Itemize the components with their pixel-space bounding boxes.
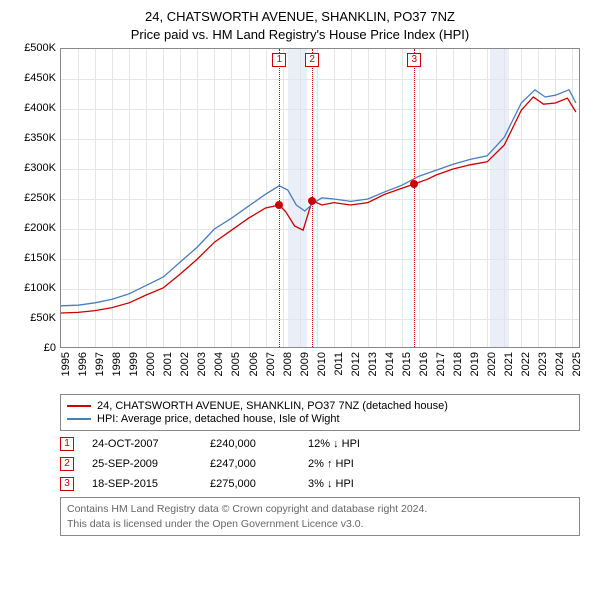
y-tick-label: £500K: [24, 42, 56, 54]
event-marker-box: 1: [272, 53, 286, 67]
y-tick-label: £450K: [24, 72, 56, 84]
event-marker-box: 2: [60, 457, 74, 471]
series-hpi: [61, 90, 576, 306]
event-row: 3 18-SEP-2015 £275,000 3% ↓ HPI: [60, 477, 580, 491]
page-container: 24, CHATSWORTH AVENUE, SHANKLIN, PO37 7N…: [0, 0, 600, 544]
title-line-2: Price paid vs. HM Land Registry's House …: [12, 26, 588, 44]
y-axis: £0£50K£100K£150K£200K£250K£300K£350K£400…: [12, 48, 60, 348]
legend-swatch: [67, 418, 91, 420]
event-row: 2 25-SEP-2009 £247,000 2% ↑ HPI: [60, 457, 580, 471]
x-tick-label: 2002: [179, 352, 191, 376]
series-dot: [410, 180, 418, 188]
event-marker-box: 3: [60, 477, 74, 491]
y-tick-label: £50K: [30, 312, 56, 324]
events-table: 1 24-OCT-2007 £240,000 12% ↓ HPI 2 25-SEP-200…: [60, 437, 580, 491]
event-marker-box: 3: [407, 53, 421, 67]
x-tick-label: 2019: [469, 352, 481, 376]
event-pct: 2% ↑ HPI: [308, 458, 418, 470]
x-axis: 1995 1996 1997 1998 1999 2000 2001 2002 2003 2004…: [60, 348, 580, 388]
x-tick-label: 2011: [333, 352, 345, 376]
series-dot: [275, 201, 283, 209]
x-tick-label: 2018: [452, 352, 464, 376]
event-price: £275,000: [210, 478, 290, 490]
series-dot: [308, 197, 316, 205]
legend-label: HPI: Average price, detached house, Isle…: [97, 413, 340, 425]
x-tick-label: 2014: [384, 352, 396, 376]
x-tick-label: 2023: [537, 352, 549, 376]
x-tick-label: 2005: [230, 352, 242, 376]
x-tick-label: 1998: [111, 352, 123, 376]
event-pct: 3% ↓ HPI: [308, 478, 418, 490]
x-tick-label: 2008: [282, 352, 294, 376]
legend-label: 24, CHATSWORTH AVENUE, SHANKLIN, PO37 7N…: [97, 400, 448, 412]
x-tick-label: 2016: [418, 352, 430, 376]
legend: 24, CHATSWORTH AVENUE, SHANKLIN, PO37 7N…: [60, 394, 580, 431]
y-tick-label: £350K: [24, 132, 56, 144]
x-tick-label: 2013: [367, 352, 379, 376]
x-tick-label: 1996: [77, 352, 89, 376]
plot-area: 1 2 3: [60, 48, 580, 348]
event-marker-box: 1: [60, 437, 74, 451]
x-tick-label: 1995: [60, 352, 72, 376]
y-tick-label: £200K: [24, 222, 56, 234]
event-marker-line: [279, 49, 280, 347]
x-tick-label: 2017: [435, 352, 447, 376]
x-tick-label: 2009: [299, 352, 311, 376]
title-line-1: 24, CHATSWORTH AVENUE, SHANKLIN, PO37 7N…: [12, 8, 588, 26]
y-tick-label: £100K: [24, 282, 56, 294]
y-tick-label: £250K: [24, 192, 56, 204]
event-marker-line: [414, 49, 415, 347]
event-price: £247,000: [210, 458, 290, 470]
x-tick-label: 2021: [503, 352, 515, 376]
footer: Contains HM Land Registry data © Crown c…: [60, 497, 580, 535]
x-tick-label: 1997: [94, 352, 106, 376]
event-row: 1 24-OCT-2007 £240,000 12% ↓ HPI: [60, 437, 580, 451]
event-date: 18-SEP-2015: [92, 478, 192, 490]
x-tick-label: 2020: [486, 352, 498, 376]
y-tick-label: £300K: [24, 162, 56, 174]
footer-line-2: This data is licensed under the Open Gov…: [67, 517, 573, 531]
legend-row: 24, CHATSWORTH AVENUE, SHANKLIN, PO37 7N…: [67, 400, 573, 412]
x-tick-label: 2010: [316, 352, 328, 376]
event-date: 25-SEP-2009: [92, 458, 192, 470]
y-tick-label: £0: [44, 342, 56, 354]
x-tick-label: 1999: [128, 352, 140, 376]
legend-swatch: [67, 405, 91, 407]
y-tick-label: £150K: [24, 252, 56, 264]
x-tick-label: 2001: [162, 352, 174, 376]
x-tick-label: 2007: [265, 352, 277, 376]
legend-row: HPI: Average price, detached house, Isle…: [67, 413, 573, 425]
x-tick-label: 2004: [213, 352, 225, 376]
event-pct: 12% ↓ HPI: [308, 438, 418, 450]
x-tick-label: 2022: [520, 352, 532, 376]
x-tick-label: 2000: [145, 352, 157, 376]
footer-line-1: Contains HM Land Registry data © Crown c…: [67, 502, 573, 516]
x-tick-label: 2006: [248, 352, 260, 376]
x-tick-label: 2003: [196, 352, 208, 376]
x-tick-label: 2012: [350, 352, 362, 376]
event-date: 24-OCT-2007: [92, 438, 192, 450]
chart: £0 £50K £100K £150K £200K £250K £300K £350K £400…: [12, 48, 588, 388]
event-marker-box: 2: [305, 53, 319, 67]
x-tick-label: 2025: [571, 352, 583, 376]
x-tick-label: 2024: [554, 352, 566, 376]
series-property: [61, 97, 576, 313]
x-tick-label: 2015: [401, 352, 413, 376]
plot-svg: [61, 49, 580, 348]
title-block: 24, CHATSWORTH AVENUE, SHANKLIN, PO37 7N…: [12, 8, 588, 44]
event-price: £240,000: [210, 438, 290, 450]
y-tick-label: £400K: [24, 102, 56, 114]
